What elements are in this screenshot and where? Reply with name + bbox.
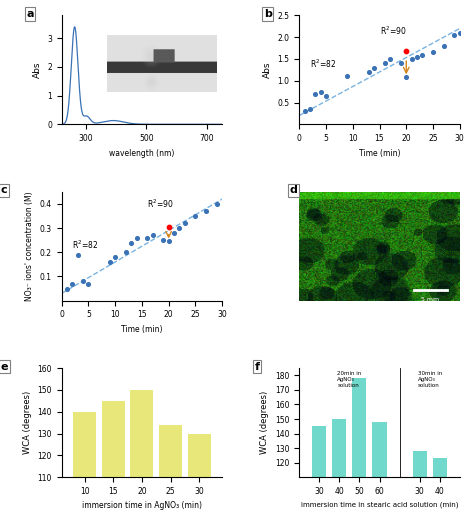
Point: [213, 200, 220, 208]
Point: [402, 73, 410, 82]
Y-axis label: Abs: Abs: [263, 62, 272, 78]
Point: [79, 277, 87, 285]
Point: [122, 248, 129, 256]
Bar: [352, 379, 366, 477]
Point: [456, 29, 464, 37]
Point: [440, 42, 447, 50]
Point: [419, 50, 426, 58]
Point: [74, 251, 82, 259]
Bar: [102, 401, 125, 477]
Point: [306, 105, 314, 113]
Point: [413, 53, 421, 61]
X-axis label: wavelength (nm): wavelength (nm): [109, 149, 174, 157]
Y-axis label: WCA (degrees): WCA (degrees): [260, 391, 269, 455]
Point: [175, 224, 183, 232]
Bar: [188, 433, 211, 477]
X-axis label: Time (min): Time (min): [359, 149, 400, 157]
Point: [133, 233, 140, 242]
X-axis label: Time (min): Time (min): [121, 325, 163, 334]
Point: [128, 239, 135, 247]
Y-axis label: WCA (degrees): WCA (degrees): [23, 391, 32, 455]
Text: 30min in
AgNO₃
solution: 30min in AgNO₃ solution: [418, 371, 442, 388]
Point: [63, 285, 71, 293]
Point: [165, 223, 173, 231]
X-axis label: immersion time in AgNO₃ (min): immersion time in AgNO₃ (min): [82, 501, 202, 510]
Text: d: d: [290, 185, 298, 195]
Point: [106, 258, 114, 266]
Point: [451, 31, 458, 39]
Point: [160, 236, 167, 244]
Text: 5 mm: 5 mm: [421, 297, 439, 302]
Point: [381, 59, 389, 67]
Point: [429, 48, 437, 56]
Point: [370, 64, 378, 72]
Text: a: a: [26, 9, 34, 19]
Point: [365, 68, 373, 76]
Point: [408, 55, 415, 63]
Point: [322, 92, 330, 100]
Text: R$^2$=90: R$^2$=90: [147, 197, 174, 209]
Bar: [312, 426, 326, 477]
Point: [317, 88, 324, 96]
Point: [191, 212, 199, 220]
Point: [397, 59, 405, 67]
Y-axis label: NO₃⁻ ions' concentration (M): NO₃⁻ ions' concentration (M): [25, 191, 34, 301]
Text: c: c: [0, 185, 7, 195]
Bar: [130, 390, 154, 477]
Point: [69, 280, 76, 288]
Point: [165, 238, 173, 246]
Point: [202, 207, 210, 215]
Point: [311, 90, 319, 98]
Y-axis label: Abs: Abs: [32, 62, 41, 78]
Bar: [73, 412, 96, 477]
Text: 20min in
AgNO₃
solution: 20min in AgNO₃ solution: [337, 371, 362, 388]
Point: [149, 231, 156, 240]
Text: R$^2$=82: R$^2$=82: [310, 57, 336, 70]
Point: [402, 47, 410, 55]
Point: [84, 280, 92, 288]
X-axis label: immersion time in stearic acid solution (min): immersion time in stearic acid solution …: [301, 501, 458, 508]
Text: R$^2$=82: R$^2$=82: [73, 238, 99, 251]
Bar: [373, 422, 386, 477]
Text: f: f: [254, 362, 259, 371]
Point: [386, 55, 394, 63]
Text: e: e: [0, 362, 8, 371]
Text: b: b: [264, 9, 272, 19]
Point: [181, 219, 189, 227]
Point: [344, 72, 351, 81]
Bar: [332, 419, 346, 477]
Point: [301, 107, 309, 115]
Bar: [433, 458, 447, 477]
Point: [144, 233, 151, 242]
Bar: [159, 425, 182, 477]
Point: [170, 229, 178, 237]
Bar: [413, 451, 427, 477]
Text: R$^2$=90: R$^2$=90: [380, 25, 406, 37]
Point: [111, 253, 119, 261]
